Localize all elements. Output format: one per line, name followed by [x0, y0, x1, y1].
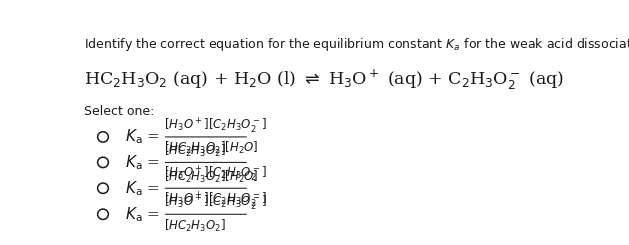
Text: $K_\mathrm{a}$ =: $K_\mathrm{a}$ = [125, 153, 160, 172]
Text: $[H_3O^+][C_2H_3O_2^-]$: $[H_3O^+][C_2H_3O_2^-]$ [164, 190, 267, 209]
Text: HC$_2$H$_3$O$_2$ (aq) + H$_2$O (l) $\rightleftharpoons$ H$_3$O$^+$ (aq) + C$_2$H: HC$_2$H$_3$O$_2$ (aq) + H$_2$O (l) $\rig… [84, 68, 564, 92]
Text: $[HC_2H_3O_2][H_2O]$: $[HC_2H_3O_2][H_2O]$ [164, 169, 259, 185]
Text: $[HC_2H_3O_2]$: $[HC_2H_3O_2]$ [164, 143, 226, 159]
Text: Select one:: Select one: [84, 105, 155, 118]
Text: Identify the correct equation for the equilibrium constant $K_a$ for the weak ac: Identify the correct equation for the eq… [84, 36, 629, 53]
Text: $[HC_2H_3O_2][H_2O]$: $[HC_2H_3O_2][H_2O]$ [164, 140, 259, 156]
Text: $K_\mathrm{a}$ =: $K_\mathrm{a}$ = [125, 179, 160, 198]
Text: $[H_3O^+][C_2H_3O_2^-]$: $[H_3O^+][C_2H_3O_2^-]$ [164, 116, 267, 135]
Text: $K_\mathrm{a}$ =: $K_\mathrm{a}$ = [125, 128, 160, 146]
Text: $K_\mathrm{a}$ =: $K_\mathrm{a}$ = [125, 205, 160, 224]
Text: $[H_3O^+][C_2H_3O_2^-]$: $[H_3O^+][C_2H_3O_2^-]$ [164, 164, 267, 183]
Text: $[HC_2H_3O_2]$: $[HC_2H_3O_2]$ [164, 218, 226, 234]
Text: $[H_3O^+][C_2H_3O_2^-]$: $[H_3O^+][C_2H_3O_2^-]$ [164, 194, 267, 212]
